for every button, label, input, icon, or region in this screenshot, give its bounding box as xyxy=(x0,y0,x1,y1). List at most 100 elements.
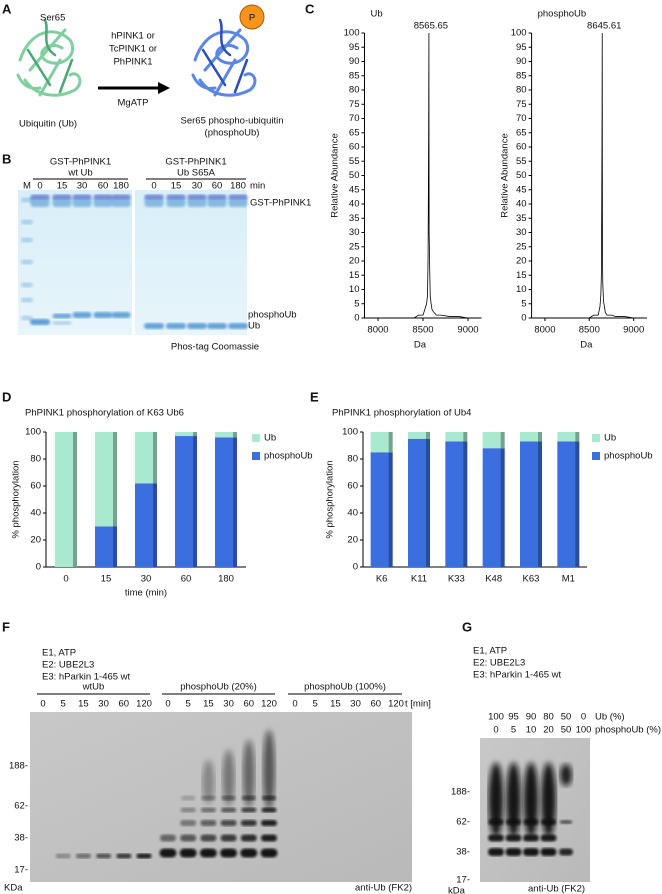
lane-label: 0 xyxy=(40,699,45,710)
blot-band xyxy=(540,848,557,856)
y-tick-label: 40 xyxy=(349,199,360,210)
blot-band xyxy=(55,853,71,859)
condition-label: E2: UBE2L3 xyxy=(473,658,525,669)
blot-band xyxy=(559,848,573,856)
y-tick-label: 30 xyxy=(349,227,360,238)
gel-band xyxy=(111,312,131,318)
band-label: Ub xyxy=(248,321,260,332)
blot-band xyxy=(200,834,217,842)
blot-band xyxy=(180,820,197,826)
mw-marker: 17- xyxy=(456,875,470,886)
bar-segment xyxy=(135,432,157,484)
x-axis-label: Da xyxy=(580,340,593,351)
pub-percent: 10 xyxy=(526,725,537,736)
lane-label: 30 xyxy=(192,181,203,192)
y-tick-label: 45 xyxy=(516,184,527,195)
lane-label: 30 xyxy=(77,181,88,192)
ub-percent: 95 xyxy=(508,712,519,723)
enzyme-label: TcPINK1 or xyxy=(109,44,157,55)
y-tick-label: 15 xyxy=(516,270,527,281)
x-tick-label: K6 xyxy=(376,574,388,585)
product-label: Ser65 phospho-ubiquitin xyxy=(181,116,284,127)
gel-band xyxy=(21,219,33,225)
blot-band xyxy=(506,762,521,838)
panel-letter: G xyxy=(462,619,472,634)
y-tick-label: 30 xyxy=(516,227,527,238)
lane-label: 60 xyxy=(371,699,382,710)
blot-band xyxy=(220,848,238,858)
pub-percent: 100 xyxy=(576,725,592,736)
lane-label: 15 xyxy=(171,181,182,192)
blot-band xyxy=(180,834,197,842)
bar-shade xyxy=(193,436,197,567)
bar-segment xyxy=(175,432,197,437)
bar-shade xyxy=(113,432,117,527)
x-tick-label: K48 xyxy=(485,574,502,585)
mw-marker: 17- xyxy=(14,865,28,876)
blot-band xyxy=(180,807,196,813)
lane-label: 60 xyxy=(244,699,255,710)
y-tick-label: 10 xyxy=(349,284,360,295)
lane-label: 60 xyxy=(119,699,130,710)
condition-label: E3: hParkin 1-465 wt xyxy=(42,672,131,683)
gel-band xyxy=(21,297,33,303)
y-tick-label: 60 xyxy=(516,142,527,153)
bar-shade xyxy=(500,432,505,449)
mw-unit: KDa xyxy=(4,883,23,894)
bar-segment xyxy=(55,432,77,567)
legend-swatch xyxy=(252,452,260,460)
blot-band xyxy=(181,795,196,801)
y-tick-label: 50 xyxy=(516,170,527,181)
x-tick-label: 8000 xyxy=(534,325,555,336)
y-tick-label: 55 xyxy=(516,156,527,167)
gel-band xyxy=(21,237,33,243)
blot-band xyxy=(523,762,539,838)
gel-band xyxy=(52,194,72,200)
gel-band xyxy=(207,323,227,329)
mw-marker: 62- xyxy=(456,817,470,828)
blot-band xyxy=(160,834,176,842)
lane-label: 0 xyxy=(292,699,297,710)
band-label: GST-PhPINK1 xyxy=(250,198,311,209)
group-sublabel: wt Ub xyxy=(67,168,92,179)
y-tick-label: 100 xyxy=(511,28,527,39)
gel-band xyxy=(30,194,50,200)
lane-label: 5 xyxy=(186,699,191,710)
bar-shade xyxy=(113,526,117,567)
ub-percent: 50 xyxy=(561,712,572,723)
panel-letter: D xyxy=(2,389,11,404)
x-tick-label: 8500 xyxy=(412,325,433,336)
condition-label: E1, ATP xyxy=(42,648,76,659)
lane-label: 30 xyxy=(98,699,109,710)
blot-band xyxy=(199,848,217,858)
arrow xyxy=(98,82,170,94)
gel-band xyxy=(187,323,207,329)
blot-band xyxy=(220,834,237,842)
blot-band xyxy=(260,848,278,858)
condition-label: E2: UBE2L3 xyxy=(42,660,94,671)
pub-label: phosphoUb (%) xyxy=(595,725,661,736)
x-tick-label: 8500 xyxy=(579,325,600,336)
gel xyxy=(18,190,132,335)
gel-band xyxy=(93,312,113,318)
phosphoubiquitin-structure xyxy=(191,4,265,97)
bar-segment xyxy=(408,432,430,439)
y-tick-label: 85 xyxy=(516,70,527,81)
gel xyxy=(135,190,247,335)
y-tick-label: 0 xyxy=(521,313,526,324)
blot-band xyxy=(505,834,522,842)
blot-band xyxy=(540,834,557,842)
bar-segment xyxy=(370,452,393,567)
x-axis-label: time (min) xyxy=(125,588,167,599)
bar-shade xyxy=(153,432,157,484)
blot-band xyxy=(488,834,504,842)
mw-marker: 38- xyxy=(14,833,28,844)
bar-segment xyxy=(135,483,157,567)
y-tick-label: 40 xyxy=(347,508,358,519)
y-tick-label: 15 xyxy=(349,270,360,281)
bar-segment xyxy=(95,526,117,567)
y-tick-label: 95 xyxy=(516,42,527,53)
product-label: (phosphoUb) xyxy=(205,128,260,139)
blot-band xyxy=(241,807,257,813)
